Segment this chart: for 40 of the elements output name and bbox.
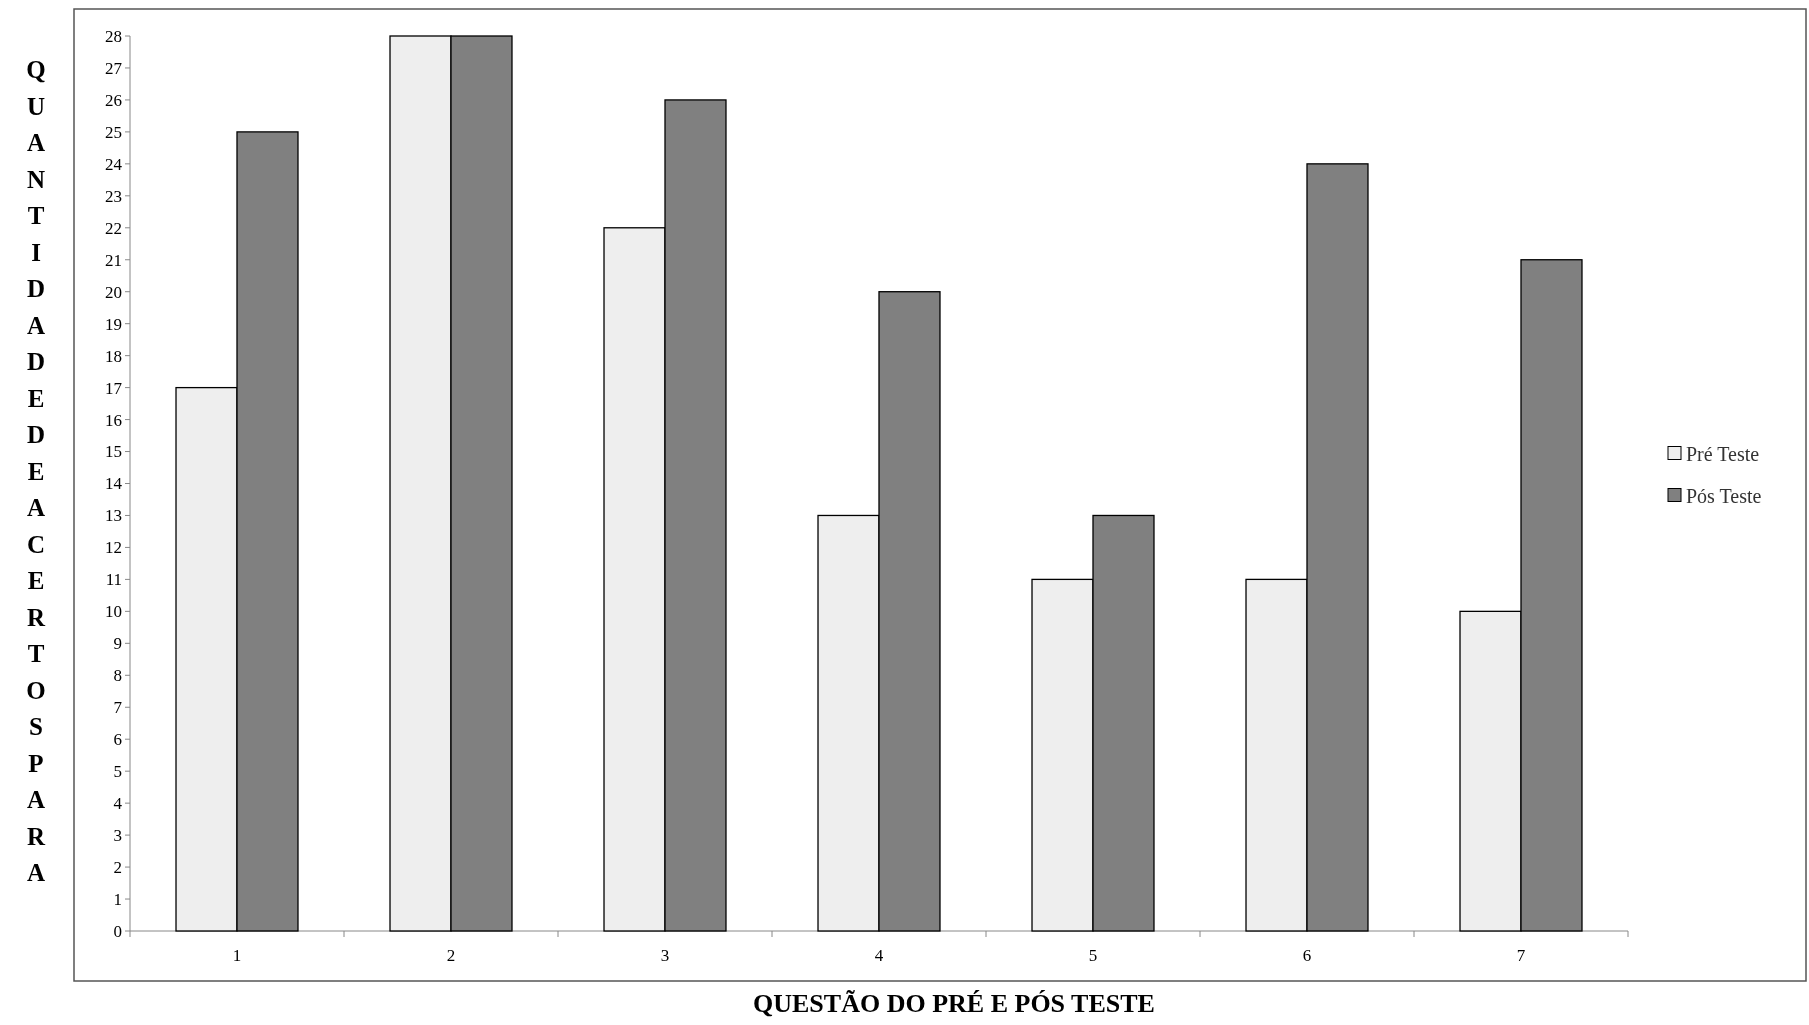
y-tick-label: 17 [105,378,123,398]
y-tick-label: 0 [113,921,122,941]
x-tick-label: 1 [232,946,242,965]
y-tick-label: 10 [105,602,122,622]
y-tick-label: 9 [113,634,122,654]
y-tick-label: 23 [105,186,122,206]
x-tick-label: 4 [874,946,884,965]
x-axis-title: QUESTÃO DO PRÉ E PÓS TESTE [753,989,1155,1018]
y-tick-label: 15 [105,442,122,462]
y-tick-label: 12 [105,538,122,558]
y-tick-label: 19 [105,314,122,334]
y-tick-label: 16 [105,410,122,430]
x-tick-label: 7 [1516,946,1526,965]
x-tick-label: 5 [1088,946,1098,965]
y-tick-label: 5 [113,762,122,782]
x-tick-label: 6 [1302,946,1312,965]
legend-label: Pré Teste [1686,442,1760,465]
x-tick-label: 3 [660,946,670,965]
y-tick-label: 18 [105,346,122,366]
y-tick-label: 13 [105,506,122,526]
y-tick-label: 7 [113,698,123,718]
y-tick-label: 6 [113,730,122,750]
legend-label: Pós Teste [1686,484,1762,507]
y-tick-label: 11 [105,570,122,590]
y-tick-label: 1 [113,889,122,909]
y-tick-label: 26 [105,90,122,110]
y-tick-label: 3 [113,826,122,846]
y-tick-label: 4 [113,794,123,814]
text: QUANTIDADEDEACERTOSPARA [26,56,46,886]
y-tick-label: 14 [105,474,123,494]
y-tick-label: 22 [105,218,122,238]
x-tick-label: 2 [446,946,456,965]
y-tick-label: 24 [105,154,123,174]
y-tick-label: 20 [105,282,122,302]
y-tick-label: 27 [105,58,123,78]
y-tick-label: 21 [105,250,122,270]
y-tick-label: 8 [113,666,122,686]
y-tick-label: 28 [105,26,122,46]
y-tick-label: 2 [113,858,122,878]
y-tick-label: 25 [105,122,122,142]
